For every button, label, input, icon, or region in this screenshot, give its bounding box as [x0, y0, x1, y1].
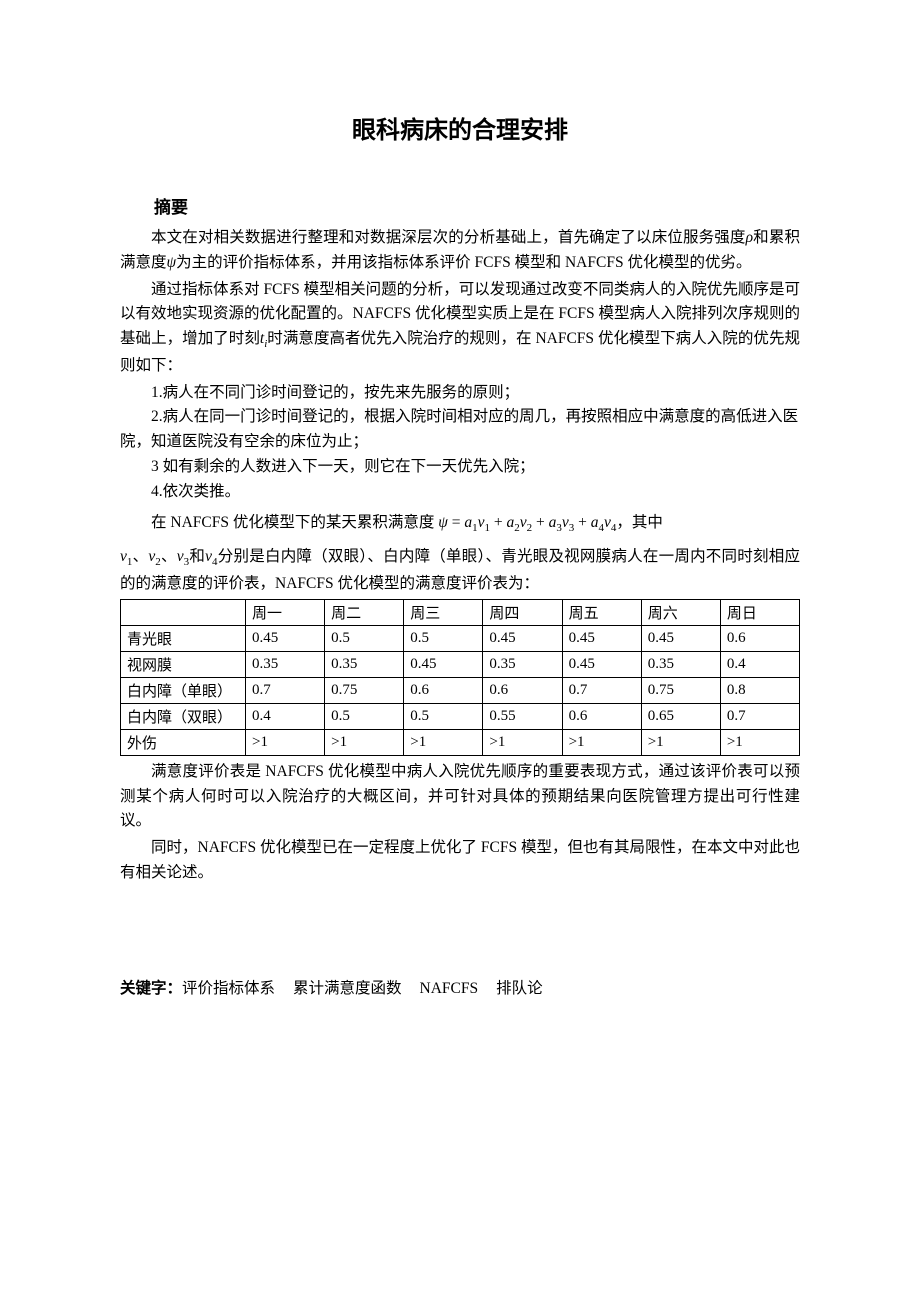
eq-v: v [562, 514, 569, 531]
eq-a: a [591, 514, 599, 531]
table-cell: >1 [483, 729, 562, 755]
sep: 、 [161, 548, 177, 565]
eq-v: v [604, 514, 611, 531]
abstract-heading: 摘要 [120, 193, 800, 218]
table-cell: 0.55 [483, 703, 562, 729]
row-label: 外伤 [121, 729, 246, 755]
table-cell: 0.7 [720, 703, 799, 729]
table-cell: >1 [720, 729, 799, 755]
table-cell: 0.5 [404, 703, 483, 729]
eq-v: v [478, 514, 485, 531]
table-cell: 0.65 [641, 703, 720, 729]
table-cell: 0.35 [325, 651, 404, 677]
var-v: v [205, 548, 212, 565]
rule-item-1: 1.病人在不同门诊时间登记的，按先来先服务的原则； [120, 381, 800, 406]
var-v: v [177, 548, 184, 565]
after-table-paragraph-1: 满意度评价表是 NAFCFS 优化模型中病人入院优先顺序的重要表现方式，通过该评… [120, 760, 800, 834]
table-cell: 0.45 [562, 625, 641, 651]
table-cell: 0.35 [641, 651, 720, 677]
table-cell: 0.75 [641, 677, 720, 703]
table-row: 白内障（双眼）0.40.50.50.550.60.650.7 [121, 703, 800, 729]
keyword: NAFCFS [420, 980, 479, 997]
symbol-psi: ψ [438, 514, 448, 531]
table-row: 外伤>1>1>1>1>1>1>1 [121, 729, 800, 755]
row-label: 白内障（单眼） [121, 677, 246, 703]
document-title: 眼科病床的合理安排 [120, 110, 800, 145]
table-header: 周三 [404, 599, 483, 625]
table-cell: 0.6 [562, 703, 641, 729]
equals-sign: = [448, 514, 465, 531]
eq-v: v [520, 514, 527, 531]
table-cell: 0.7 [246, 677, 325, 703]
table-cell: 0.7 [562, 677, 641, 703]
text-segment: 本文在对相关数据进行整理和对数据深层次的分析基础上，首先确定了以床位服务强度 [151, 229, 746, 246]
table-cell: 0.5 [325, 625, 404, 651]
table-cell: >1 [641, 729, 720, 755]
eq-a: a [464, 514, 472, 531]
table-cell: 0.35 [246, 651, 325, 677]
table-header: 周六 [641, 599, 720, 625]
text-segment: 在 NAFCFS 优化模型下的某天累积满意度 [151, 514, 434, 531]
text-segment: 为主的评价指标体系，并用该指标体系评价 FCFS 模型和 NAFCFS 优化模型… [176, 254, 751, 271]
abstract-paragraph-3: 在 NAFCFS 优化模型下的某天累积满意度 ψ = a1v1 + a2v2 +… [120, 511, 800, 538]
table-header: 周五 [562, 599, 641, 625]
text-segment: 分别是白内障（双眼）、白内障（单眼）、青光眼及视网膜病人在一周内不同时刻相应的的… [120, 548, 800, 592]
table-header [121, 599, 246, 625]
table-row: 青光眼0.450.50.50.450.450.450.6 [121, 625, 800, 651]
table-header: 周四 [483, 599, 562, 625]
text-segment: ，其中 [616, 514, 663, 531]
table-cell: 0.6 [720, 625, 799, 651]
table-cell: >1 [246, 729, 325, 755]
row-label: 青光眼 [121, 625, 246, 651]
document-page: 眼科病床的合理安排 摘要 本文在对相关数据进行整理和对数据深层次的分析基础上，首… [0, 0, 920, 1302]
rule-item-2: 2.病人在同一门诊时间登记的，根据入院时间相对应的周几，再按照相应中满意度的高低… [120, 405, 800, 455]
keyword: 评价指标体系 [182, 980, 275, 997]
table-cell: >1 [325, 729, 404, 755]
eq-plus: + [532, 514, 549, 531]
table-cell: 0.5 [404, 625, 483, 651]
rule-item-4: 4.依次类推。 [120, 480, 800, 505]
satisfaction-table: 周一 周二 周三 周四 周五 周六 周日 青光眼0.450.50.50.450.… [120, 599, 800, 756]
abstract-paragraph-1: 本文在对相关数据进行整理和对数据深层次的分析基础上，首先确定了以床位服务强度ρ和… [120, 226, 800, 276]
row-label: 视网膜 [121, 651, 246, 677]
table-cell: >1 [404, 729, 483, 755]
after-table-paragraph-2: 同时，NAFCFS 优化模型已在一定程度上优化了 FCFS 模型，但也有其局限性… [120, 836, 800, 886]
keywords-line: 关键字：评价指标体系 累计满意度函数 NAFCFS 排队论 [120, 976, 800, 998]
row-label: 白内障（双眼） [121, 703, 246, 729]
rule-item-3: 3 如有剩余的人数进入下一天，则它在下一天优先入院； [120, 455, 800, 480]
table-cell: 0.35 [483, 651, 562, 677]
keyword: 累计满意度函数 [293, 980, 402, 997]
table-header: 周二 [325, 599, 404, 625]
symbol-rho: ρ [746, 229, 753, 246]
table-cell: 0.6 [404, 677, 483, 703]
table-cell: 0.6 [483, 677, 562, 703]
table-cell: 0.4 [246, 703, 325, 729]
table-cell: 0.5 [325, 703, 404, 729]
table-cell: >1 [562, 729, 641, 755]
sep: 和 [189, 548, 205, 565]
keyword: 排队论 [496, 980, 543, 997]
sep: 、 [132, 548, 148, 565]
table-cell: 0.45 [404, 651, 483, 677]
symbol-psi: ψ [167, 254, 177, 271]
table-cell: 0.45 [641, 625, 720, 651]
table-cell: 0.4 [720, 651, 799, 677]
table-header-row: 周一 周二 周三 周四 周五 周六 周日 [121, 599, 800, 625]
table-header: 周日 [720, 599, 799, 625]
abstract-paragraph-4: v1、v2、v3和v4分别是白内障（双眼）、白内障（单眼）、青光眼及视网膜病人在… [120, 545, 800, 596]
abstract-paragraph-2: 通过指标体系对 FCFS 模型相关问题的分析，可以发现通过改变不同类病人的入院优… [120, 278, 800, 379]
table-header: 周一 [246, 599, 325, 625]
eq-plus: + [490, 514, 507, 531]
table-row: 白内障（单眼）0.70.750.60.60.70.750.8 [121, 677, 800, 703]
table-body: 青光眼0.450.50.50.450.450.450.6视网膜0.350.350… [121, 625, 800, 755]
eq-plus: + [574, 514, 591, 531]
table-cell: 0.75 [325, 677, 404, 703]
table-cell: 0.45 [562, 651, 641, 677]
table-cell: 0.8 [720, 677, 799, 703]
table-row: 视网膜0.350.350.450.350.450.350.4 [121, 651, 800, 677]
table-cell: 0.45 [246, 625, 325, 651]
var-v: v [120, 548, 127, 565]
table-cell: 0.45 [483, 625, 562, 651]
keywords-label: 关键字： [120, 980, 182, 997]
